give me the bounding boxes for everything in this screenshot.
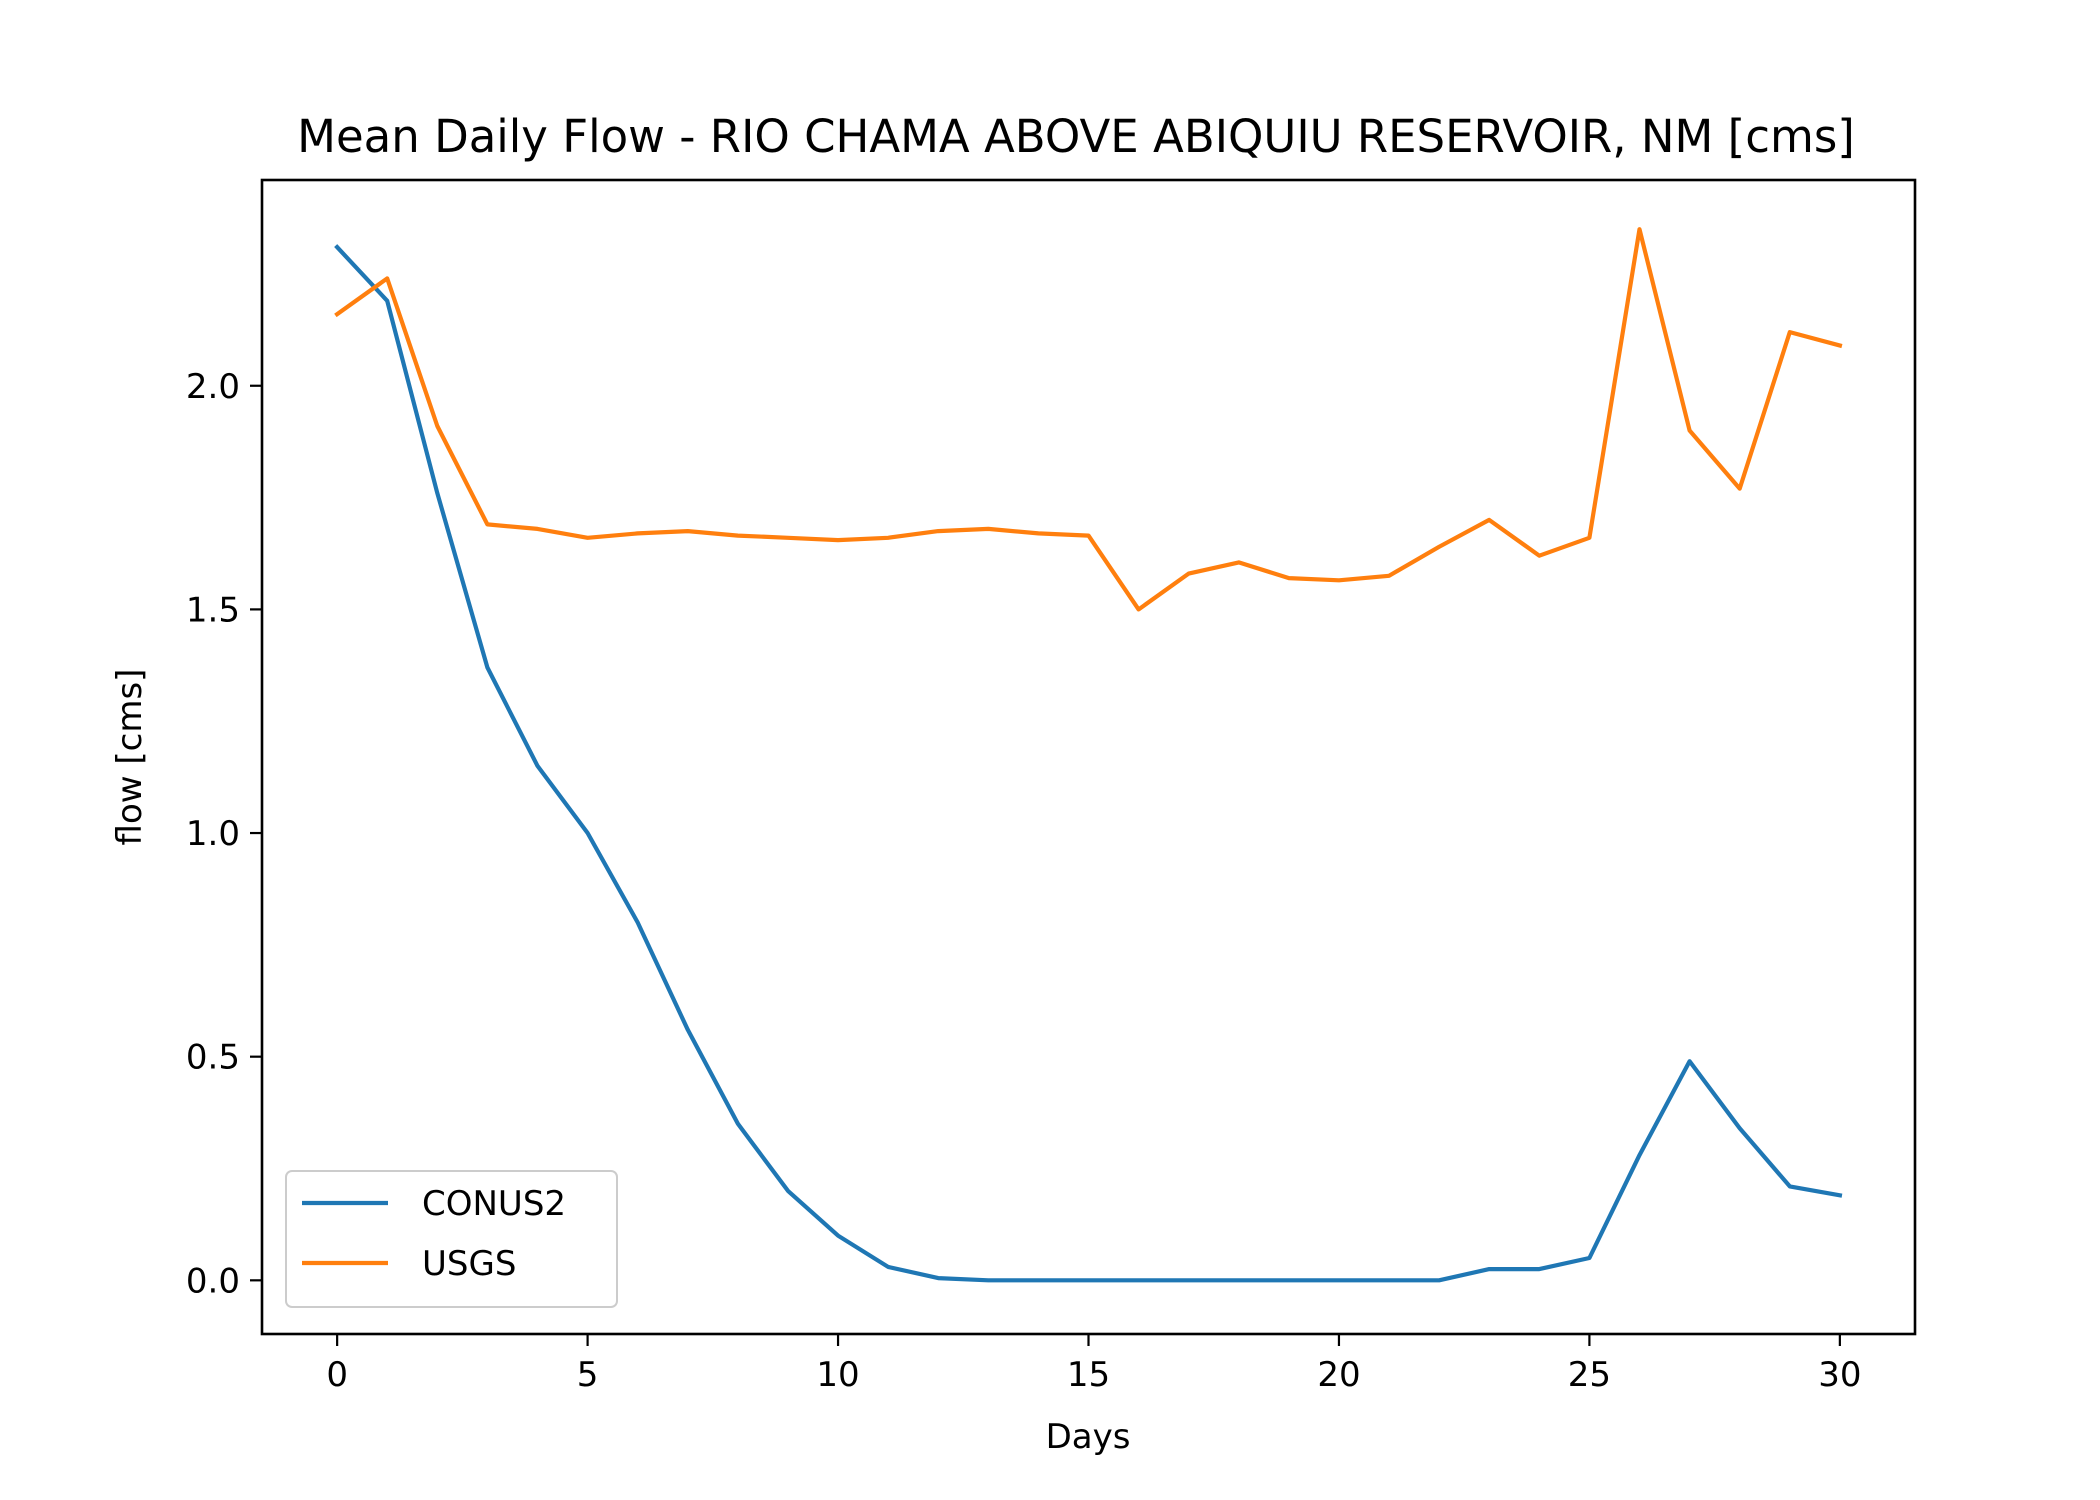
y-axis-label: flow [cms] [110,669,150,846]
x-axis-ticks: 0 5 10 15 20 25 30 [326,1334,1861,1395]
y-tick-label: 1.0 [186,814,240,854]
series-line-conus2 [334,244,1843,1283]
x-tick-label: 5 [577,1355,599,1395]
x-tick-label: 15 [1067,1355,1110,1395]
y-tick-label: 0.5 [186,1038,240,1078]
plot-background [262,180,1915,1334]
x-tick-label: 20 [1317,1355,1360,1395]
y-tick-label: 1.5 [186,590,240,630]
x-axis-label: Days [1046,1417,1131,1457]
legend-label-usgs: USGS [422,1244,516,1284]
y-axis-ticks: 0.0 0.5 1.0 1.5 2.0 [186,367,262,1301]
y-tick-label: 0.0 [186,1261,240,1301]
x-tick-label: 30 [1818,1355,1861,1395]
legend-label-conus2: CONUS2 [422,1184,566,1224]
x-tick-label: 0 [326,1355,348,1395]
series-layer [334,227,1843,1283]
x-tick-label: 10 [816,1355,859,1395]
x-tick-label: 25 [1568,1355,1611,1395]
y-tick-label: 2.0 [186,367,240,407]
series-line-usgs [334,227,1843,612]
chart-title: Mean Daily Flow - RIO CHAMA ABOVE ABIQUI… [297,110,1855,163]
legend: CONUS2 USGS [285,1170,618,1308]
plot-area [262,180,1915,1334]
